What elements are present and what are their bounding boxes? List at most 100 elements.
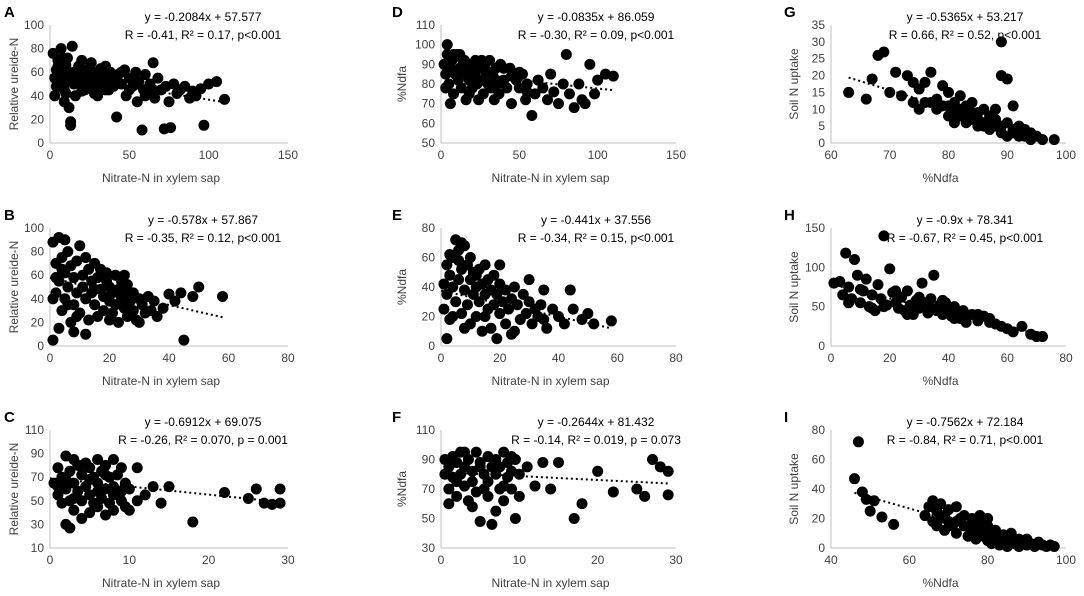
panel-d-point [607, 70, 619, 82]
panel-f-x-title: Nitrate-N in xylem sap [491, 576, 609, 590]
panel-a-point [130, 66, 142, 78]
panel-g-point [1001, 73, 1013, 85]
panel-a-point [195, 83, 207, 95]
panel-i-x-title: %Ndfa [922, 576, 958, 590]
panel-e-point [485, 322, 497, 334]
panel-d-point [477, 88, 489, 100]
panel-h-point [849, 253, 860, 265]
panel-f-letter: F [392, 409, 401, 426]
panel-f-point [607, 486, 619, 498]
panel-a-point [49, 90, 61, 102]
panel-d-y-tick: 110 [416, 18, 435, 32]
panel-b-point [118, 269, 130, 281]
panel-e-point [438, 303, 450, 315]
panel-h-point [866, 289, 878, 301]
panel-f-point [443, 498, 455, 510]
panel-i-point [868, 495, 880, 507]
panel-c-x-title: Nitrate-N in xylem sap [102, 576, 220, 590]
panel-c-point [242, 492, 254, 504]
panel-g-point [878, 46, 890, 58]
panel-e-point [456, 237, 468, 249]
panel-f-x-tick: 30 [669, 553, 683, 567]
panel-e-point [450, 296, 462, 308]
panel-e-point [538, 313, 550, 325]
panel-f-point [506, 451, 517, 463]
panel-g-point [966, 107, 978, 119]
panel-i-x-tick: 80 [981, 553, 995, 567]
panel-d-point [444, 98, 456, 110]
panel-c-point [84, 507, 96, 519]
panel-g-y-tick: 5 [818, 119, 825, 133]
panel-h: H 0 20 40 60 80 0 50 100 150 %Ndfa Soil N uptake y =… [784, 207, 1073, 388]
panel-c-point [84, 474, 96, 486]
panel-h-point [960, 316, 972, 328]
panel-f-point [486, 518, 498, 530]
panel-a-y-tick: 0 [37, 136, 44, 150]
panel-c-point [107, 504, 119, 516]
panel-e-point [459, 322, 470, 334]
panel-d-point [455, 82, 467, 94]
panel-h-point [928, 269, 940, 281]
panel-a-point [115, 66, 127, 78]
panel-a-point [50, 80, 62, 92]
panel-a-point [76, 85, 88, 97]
panel-g-y-title: Soil N uptake [787, 48, 801, 120]
panel-a-point [149, 92, 161, 104]
panel-g-point [1048, 134, 1060, 146]
panel-b-point [89, 283, 101, 295]
panel-b-point [80, 252, 92, 263]
panel-c-stats: R = -0.26, R² = 0.070, p = 0.001 [118, 433, 288, 447]
panel-e-point [511, 299, 523, 311]
panel-f-point [482, 490, 494, 502]
panel-d-y-tick: 50 [422, 136, 436, 150]
panel-e-y-tick: 0 [428, 339, 435, 353]
panel-d-trendline [440, 71, 614, 92]
panel-e-y-tick: 60 [422, 251, 436, 265]
panel-c-point [123, 504, 135, 516]
panel-c-y-tick: 70 [31, 470, 45, 484]
panel-c-point [147, 481, 159, 493]
panel-h-point [925, 293, 937, 305]
panel-a-point [60, 87, 72, 99]
panel-h-point [854, 283, 866, 295]
panel-b-point [71, 311, 83, 322]
panel-d-y-tick: 90 [422, 57, 436, 71]
panel-e-point [494, 259, 506, 271]
panel-i-letter: I [784, 409, 788, 426]
panel-e-trendline [440, 289, 612, 330]
panel-e-point [535, 299, 547, 311]
panel-b-point [47, 293, 59, 305]
panel-b-y-tick: 80 [31, 245, 45, 259]
panel-f-point [451, 476, 463, 488]
panel-f-point [662, 465, 674, 477]
panel-d-point [573, 78, 585, 90]
panel-h-letter: H [784, 207, 795, 224]
panel-h-point [972, 309, 984, 321]
panel-a-point [55, 43, 67, 55]
panel-b-point [112, 316, 124, 328]
panel-c-y-tick: 30 [31, 517, 45, 531]
panel-e-point [547, 303, 559, 315]
panel-e-point [441, 288, 453, 300]
panel-g-point [995, 36, 1007, 48]
panel-e-point [500, 284, 512, 296]
panel-e-point [582, 308, 594, 320]
panel-b-point [124, 295, 136, 307]
panel-c-point [155, 497, 167, 509]
panel-a-y-tick: 100 [24, 18, 44, 32]
panel-d-point [501, 82, 513, 94]
panel-a-x-tick: 0 [47, 148, 54, 162]
panel-e-x-tick: 0 [438, 351, 445, 365]
panel-b-y-tick: 0 [37, 339, 44, 353]
panel-f-x-tick: 10 [513, 553, 527, 567]
panel-b-x-tick: 60 [222, 351, 236, 365]
panel-d-point [482, 66, 494, 78]
panel-h-point [854, 297, 866, 309]
panel-e-point [453, 274, 465, 286]
panel-a-point [131, 78, 143, 90]
panel-a-point [57, 52, 69, 64]
panel-g-point [978, 120, 990, 132]
panel-c-y-tick: 110 [25, 423, 44, 437]
panel-b-y-tick: 20 [31, 315, 45, 329]
